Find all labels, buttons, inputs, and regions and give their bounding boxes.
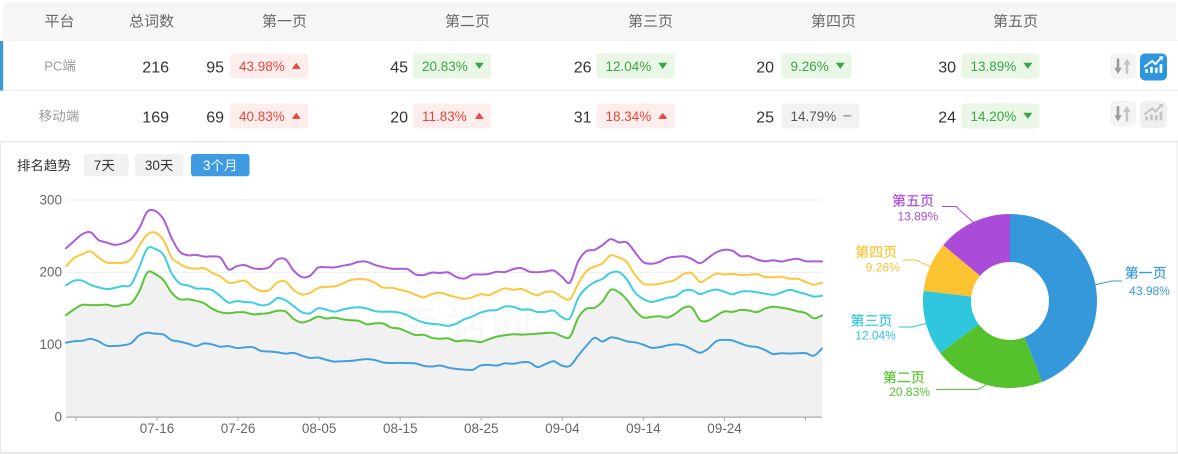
svg-text:11.83%: 11.83%: [422, 109, 467, 124]
svg-text:3: 3: [203, 158, 211, 173]
svg-text:20: 20: [390, 110, 408, 127]
svg-text:13.89%: 13.89%: [971, 59, 1017, 74]
svg-text:PC: PC: [44, 58, 62, 73]
svg-text:216: 216: [142, 60, 169, 77]
svg-text:12.04%: 12.04%: [606, 59, 652, 74]
svg-text:20: 20: [756, 60, 774, 77]
svg-text:200: 200: [39, 265, 62, 280]
svg-text:9.26%: 9.26%: [866, 261, 900, 275]
svg-text:0: 0: [54, 409, 62, 424]
svg-text:20.83%: 20.83%: [422, 59, 468, 74]
svg-text:08-15: 08-15: [383, 421, 418, 436]
svg-text:43.98%: 43.98%: [239, 59, 285, 74]
svg-text:69: 69: [206, 110, 224, 127]
svg-text:30: 30: [938, 60, 956, 77]
svg-text:08-05: 08-05: [302, 421, 337, 436]
svg-text:100: 100: [39, 337, 62, 352]
svg-text:24: 24: [938, 110, 956, 127]
svg-text:26: 26: [574, 60, 592, 77]
svg-text:14.20%: 14.20%: [971, 109, 1017, 124]
svg-text:43.98%: 43.98%: [1129, 284, 1170, 298]
svg-text:25: 25: [756, 110, 774, 127]
svg-text:14.79%: 14.79%: [791, 109, 837, 124]
svg-text:20.83%: 20.83%: [889, 385, 930, 399]
svg-text:09-14: 09-14: [626, 421, 661, 436]
svg-text:09-24: 09-24: [707, 421, 742, 436]
svg-text:12.04%: 12.04%: [855, 329, 896, 343]
svg-text:07-16: 07-16: [140, 421, 175, 436]
svg-text:08-25: 08-25: [464, 421, 499, 436]
svg-text:169: 169: [142, 110, 169, 127]
svg-text:09-04: 09-04: [545, 421, 580, 436]
svg-text:31: 31: [574, 110, 592, 127]
svg-text:18.34%: 18.34%: [606, 109, 652, 124]
svg-text:9.26%: 9.26%: [791, 59, 829, 74]
svg-text:30: 30: [145, 158, 160, 173]
svg-text:7: 7: [94, 158, 102, 173]
svg-text:300: 300: [39, 192, 62, 207]
svg-text:07-26: 07-26: [221, 421, 256, 436]
svg-text:95: 95: [206, 60, 224, 77]
svg-text:13.89%: 13.89%: [897, 209, 938, 223]
svg-text:45: 45: [390, 60, 408, 77]
svg-text:40.83%: 40.83%: [239, 109, 285, 124]
